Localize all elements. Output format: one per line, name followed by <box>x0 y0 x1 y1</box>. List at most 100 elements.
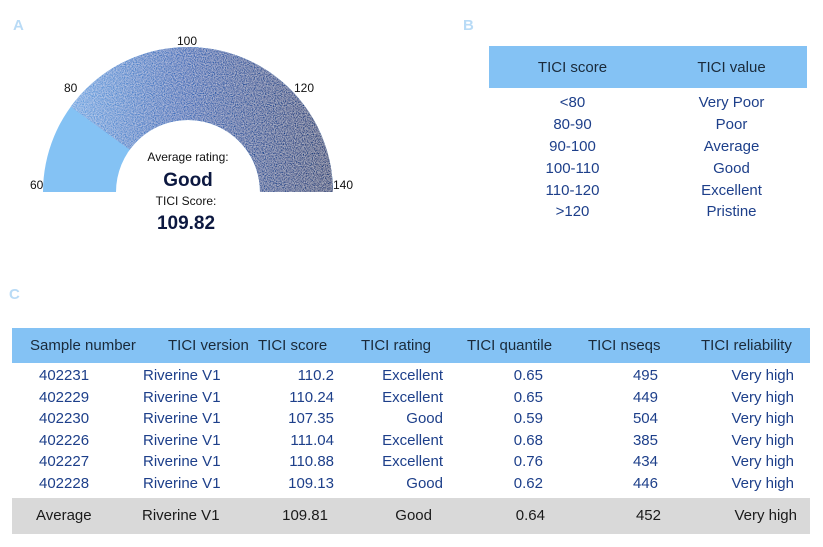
average-sample-number-cell: Average <box>36 507 92 524</box>
tici-quantile-cell: 0.62 <box>513 474 543 492</box>
sample-number-cell: 402231 <box>39 367 90 384</box>
tici-nseqs-cell: 385 <box>632 431 658 449</box>
score-range-cell: <80 <box>559 94 586 112</box>
tici-rating-cell: Good <box>406 410 443 428</box>
score-range-cell: 90-100 <box>549 137 596 155</box>
tici-quantile-cell: 0.68 <box>513 431 543 449</box>
score-value-cell: Very Poor <box>698 94 765 112</box>
score-legend-row: 90-100 Average <box>489 136 807 158</box>
tici-version-cell: Riverine V1 <box>143 431 221 449</box>
gauge-tick-label: 100 <box>177 34 197 48</box>
tici-reliability-cell: Very high <box>731 367 794 384</box>
header-sample-number: Sample number <box>30 337 136 354</box>
score-range-cell: 100-110 <box>545 159 600 177</box>
score-legend-row: <80 Very Poor <box>489 92 807 114</box>
table-row: 402230 Riverine V1 107.35 Good 0.59 504 Very h… <box>12 408 810 430</box>
tici-version-cell: Riverine V1 <box>143 453 221 471</box>
average-rating-label: Average rating: <box>147 150 228 164</box>
score-value-cell: Pristine <box>706 203 757 221</box>
tici-rating-cell: Excellent <box>382 431 443 449</box>
header-tici-rating: TICI rating <box>361 337 432 354</box>
panel-label-a: A <box>13 17 24 34</box>
tici-quantile-cell: 0.65 <box>513 367 543 384</box>
score-legend-row: 110-120 Excellent <box>489 179 807 201</box>
score-legend-row: 80-90 Poor <box>489 114 807 136</box>
header-tici-value: TICI value <box>697 58 766 76</box>
tici-version-cell: Riverine V1 <box>143 388 221 406</box>
gauge-tick-label: 140 <box>333 178 353 192</box>
tici-nseqs-cell: 495 <box>632 367 658 384</box>
panel-label-c: C <box>9 286 20 303</box>
sample-number-cell: 402227 <box>39 453 90 471</box>
sample-table: Sample number TICI version TICI score TICI … <box>12 328 810 534</box>
sample-number-cell: 402229 <box>39 388 90 406</box>
score-legend-row: >120 Pristine <box>489 201 807 223</box>
sample-table-header: Sample number TICI version TICI score TICI … <box>12 328 810 363</box>
score-value-cell: Poor <box>715 116 748 134</box>
table-row: 402229 Riverine V1 110.24 Excellent 0.65 449 V… <box>12 387 810 409</box>
tici-quantile-cell: 0.76 <box>513 453 543 471</box>
score-range-cell: 80-90 <box>553 116 592 134</box>
tici-rating-cell: Excellent <box>382 367 443 384</box>
panel-label-b: B <box>463 17 474 34</box>
tici-version-cell: Riverine V1 <box>143 474 221 492</box>
table-row: 402231 Riverine V1 110.2 Excellent 0.65 495 Ve… <box>12 365 810 387</box>
average-tici-reliability-cell: Very high <box>734 507 797 524</box>
average-tici-quantile-cell: 0.64 <box>515 507 545 524</box>
sample-number-cell: 402226 <box>39 431 90 449</box>
tici-score-cell: 107.35 <box>288 410 334 428</box>
tici-score-value: 109.82 <box>157 213 215 234</box>
tici-rating-cell: Good <box>406 474 443 492</box>
average-tici-rating-cell: Good <box>395 507 432 524</box>
score-value-cell: Average <box>703 137 760 155</box>
table-row: 402227 Riverine V1 110.88 Excellent 0.76 434 V… <box>12 451 810 473</box>
tici-reliability-cell: Very high <box>731 410 794 428</box>
tici-score-cell: 111.04 <box>290 431 334 449</box>
tici-reliability-cell: Very high <box>731 388 794 406</box>
gauge-tick-label: 80 <box>64 81 78 95</box>
tici-version-cell: Riverine V1 <box>143 410 221 428</box>
average-tici-version-cell: Riverine V1 <box>142 507 220 524</box>
tici-nseqs-cell: 449 <box>632 388 658 406</box>
tici-rating-cell: Excellent <box>382 453 443 471</box>
gauge-tick-label: 120 <box>294 81 314 95</box>
sample-number-cell: 402228 <box>39 474 90 492</box>
score-range-cell: >120 <box>555 203 590 221</box>
header-tici-score: TICI score <box>258 337 328 354</box>
score-legend-header: TICI score TICI value <box>489 46 807 88</box>
tici-score-cell: 110.24 <box>289 388 334 406</box>
average-tici-nseqs-cell: 452 <box>635 507 661 524</box>
tici-rating-cell: Excellent <box>382 388 443 406</box>
tici-quantile-cell: 0.59 <box>513 410 543 428</box>
header-tici-reliability: TICI reliability <box>701 337 792 354</box>
average-tici-score-cell: 109.81 <box>282 507 328 524</box>
average-rating-value: Good <box>163 170 213 191</box>
score-legend-row: 100-110 Good <box>489 157 807 179</box>
header-tici-nseqs: TICI nseqs <box>588 337 661 354</box>
tici-nseqs-cell: 434 <box>632 453 658 471</box>
tici-quantile-cell: 0.65 <box>513 388 543 406</box>
tici-reliability-cell: Very high <box>731 431 794 449</box>
score-value-cell: Good <box>713 159 750 177</box>
gauge-tick-label: 60 <box>30 178 44 192</box>
tici-version-cell: Riverine V1 <box>143 367 221 384</box>
tici-score-label: TICI Score: <box>156 194 217 208</box>
score-value-cell: Excellent <box>701 181 762 199</box>
score-legend-body: <80 Very Poor 80-90 Poor 90-100 Average 100-11… <box>489 88 807 223</box>
header-tici-score: TICI score <box>537 58 608 76</box>
tici-reliability-cell: Very high <box>731 474 794 492</box>
tici-score-cell: 110.2 <box>297 367 334 384</box>
tici-score-cell: 109.13 <box>288 474 334 492</box>
header-tici-quantile: TICI quantile <box>467 337 553 354</box>
table-row: 402228 Riverine V1 109.13 Good 0.62 446 Very h… <box>12 473 810 495</box>
tici-nseqs-cell: 504 <box>632 410 658 428</box>
tici-score-cell: 110.88 <box>289 453 334 471</box>
gauge-value-arc <box>70 47 333 192</box>
sample-number-cell: 402230 <box>39 410 90 428</box>
header-tici-version: TICI version <box>168 337 249 354</box>
gauge-chart: 60 80 100 120 140 Average rating: Good T… <box>30 34 353 234</box>
score-legend-table: TICI score TICI value <80 Very Poor 80-90 P… <box>489 46 807 223</box>
tici-nseqs-cell: 446 <box>632 474 658 492</box>
sample-table-body: 402231 Riverine V1 110.2 Excellent 0.65 495 Ve… <box>12 365 810 497</box>
score-range-cell: 110-120 <box>545 181 600 199</box>
